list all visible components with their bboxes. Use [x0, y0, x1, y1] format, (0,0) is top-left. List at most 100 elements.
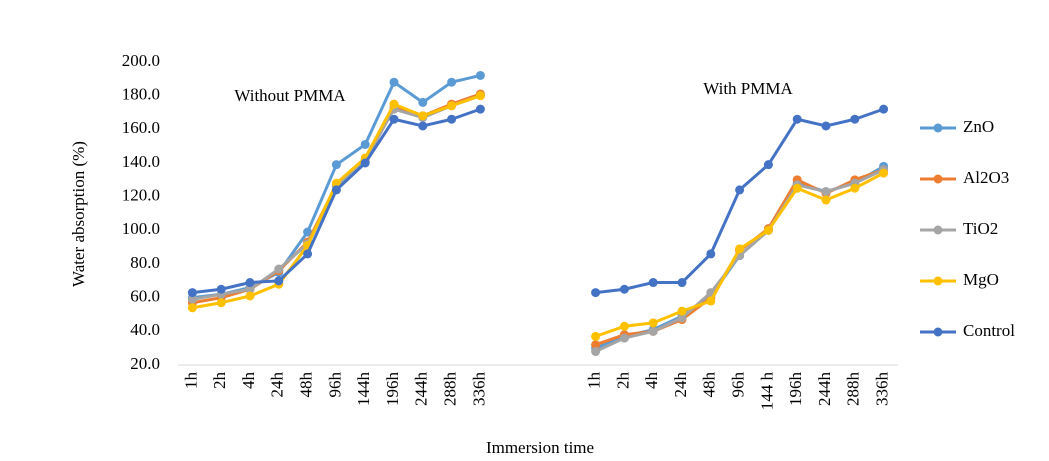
- point: [648, 326, 658, 336]
- legend-marker: [933, 225, 943, 235]
- point: [763, 225, 773, 235]
- point: [677, 306, 687, 316]
- y-axis-title: Water absorption (%): [69, 141, 88, 287]
- x-tick-label: 288h: [844, 372, 863, 407]
- x-tick-label: 2h: [210, 372, 229, 390]
- x-tick-label: 336h: [873, 372, 892, 407]
- point: [274, 264, 284, 274]
- y-tick-label: 100.0: [122, 219, 160, 238]
- point: [821, 121, 831, 131]
- point: [475, 104, 485, 114]
- y-tick-label: 140.0: [122, 152, 160, 171]
- point: [591, 347, 601, 357]
- point: [821, 195, 831, 205]
- point: [879, 168, 889, 178]
- x-tick-label: 244h: [412, 372, 431, 407]
- x-tick-label: 4h: [239, 372, 258, 390]
- y-tick-label: 160.0: [122, 118, 160, 137]
- point: [850, 114, 860, 124]
- series-line: [192, 94, 885, 353]
- x-tick-label: 244h: [815, 372, 834, 407]
- point: [648, 318, 658, 328]
- point: [245, 278, 255, 288]
- point: [619, 321, 629, 331]
- point: [792, 183, 802, 193]
- point: [735, 244, 745, 254]
- x-tick-label: 48h: [297, 372, 316, 398]
- point: [360, 158, 370, 168]
- x-tick-label: 2h: [613, 372, 632, 390]
- point: [216, 298, 226, 308]
- y-tick-label: 200.0: [122, 51, 160, 70]
- x-tick-label: 196h: [786, 372, 805, 407]
- series-line: [192, 107, 885, 295]
- point: [331, 160, 341, 170]
- x-tick-label: 196h: [383, 372, 402, 407]
- series-line: [192, 94, 885, 338]
- x-tick-label: 336h: [469, 372, 488, 407]
- point: [591, 288, 601, 298]
- point: [879, 104, 889, 114]
- y-tick-label: 80.0: [130, 253, 160, 272]
- legend-label: Al2O3: [963, 168, 1009, 187]
- x-tick-label: 144h: [354, 372, 373, 407]
- x-tick-label: 48h: [700, 372, 719, 398]
- point: [216, 284, 226, 294]
- x-tick-label: 4h: [642, 372, 661, 390]
- point: [821, 187, 831, 197]
- y-tick-label: 40.0: [130, 320, 160, 339]
- point: [619, 284, 629, 294]
- legend-label: ZnO: [963, 117, 994, 136]
- point: [619, 333, 629, 343]
- point: [447, 101, 457, 111]
- series-line: [192, 92, 885, 347]
- x-tick-label: 1h: [585, 372, 604, 390]
- point: [187, 294, 197, 304]
- y-tick-label: 180.0: [122, 85, 160, 104]
- point: [274, 276, 284, 286]
- legend-marker: [933, 123, 943, 133]
- point: [187, 288, 197, 298]
- x-tick-label: 24h: [671, 372, 690, 398]
- point: [706, 296, 716, 306]
- y-tick-label: 20.0: [130, 354, 160, 373]
- x-tick-label: 96h: [325, 372, 344, 398]
- point: [389, 77, 399, 87]
- point: [245, 291, 255, 301]
- y-tick-label: 60.0: [130, 287, 160, 306]
- point: [763, 160, 773, 170]
- point: [331, 185, 341, 195]
- point: [447, 77, 457, 87]
- point: [303, 227, 313, 237]
- point: [850, 183, 860, 193]
- legend-marker: [933, 276, 943, 286]
- legend-marker: [933, 327, 943, 337]
- point: [475, 70, 485, 80]
- x-tick-label: 24h: [268, 372, 287, 398]
- y-tick-label: 120.0: [122, 186, 160, 205]
- point: [389, 99, 399, 109]
- point: [331, 178, 341, 188]
- legend-label: TiO2: [963, 219, 998, 238]
- point: [735, 185, 745, 195]
- point: [418, 97, 428, 107]
- point: [389, 114, 399, 124]
- point: [418, 111, 428, 121]
- point: [187, 303, 197, 313]
- point: [418, 121, 428, 131]
- point: [360, 139, 370, 149]
- point: [591, 340, 601, 350]
- point: [677, 278, 687, 288]
- legend-label: Control: [963, 321, 1015, 340]
- x-tick-label: 144 h: [757, 372, 776, 411]
- point: [648, 278, 658, 288]
- annotation: With PMMA: [703, 79, 793, 98]
- point: [706, 249, 716, 259]
- point: [475, 91, 485, 101]
- point: [245, 284, 255, 294]
- legend-marker: [933, 174, 943, 184]
- x-axis-title: Immersion time: [486, 438, 594, 457]
- x-tick-label: 96h: [729, 372, 748, 398]
- point: [792, 114, 802, 124]
